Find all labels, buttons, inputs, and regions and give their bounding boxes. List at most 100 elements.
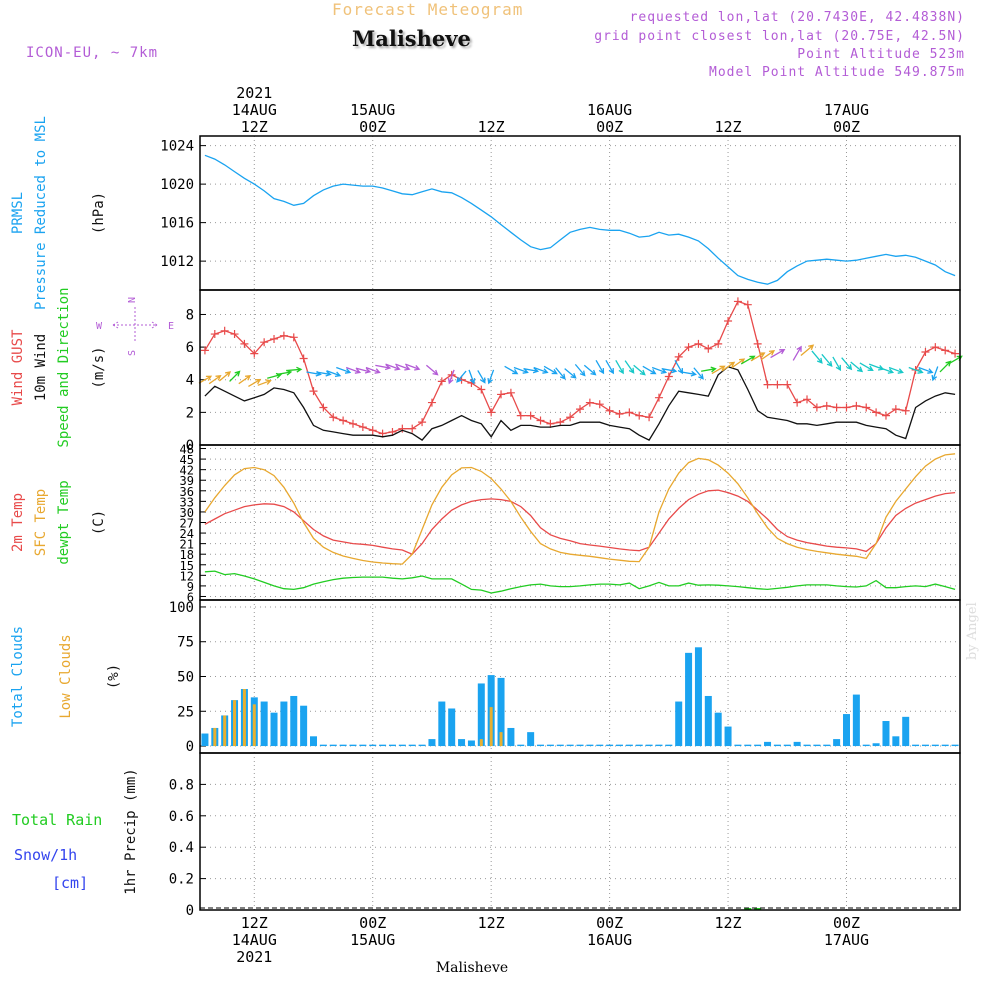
- panel-label: (%): [106, 664, 122, 689]
- wind-arrow: [721, 361, 736, 372]
- wind-arrow: [533, 366, 549, 374]
- wind-arrow: [229, 370, 241, 382]
- bottom-time-label: 12Z: [715, 914, 742, 932]
- panel-label: Wind GUST: [10, 329, 26, 405]
- bar-total-clouds: [714, 712, 722, 747]
- gust-marker: [812, 403, 821, 412]
- y-tick-label: 1024: [160, 139, 194, 155]
- panel-label: 2m Temp: [10, 493, 26, 552]
- top-time-label: 17AUG: [824, 101, 869, 119]
- wind-arrow: [918, 366, 934, 374]
- gust-marker: [743, 300, 752, 309]
- top-time-label: 12Z: [715, 118, 742, 136]
- bar-total-clouds: [655, 744, 663, 747]
- bar-low-clouds: [242, 689, 246, 747]
- gust-marker: [891, 405, 900, 414]
- series-line-2m-temp: [204, 489, 956, 555]
- panel-label: Speed and Direction: [56, 287, 72, 447]
- bar-total-clouds: [912, 744, 920, 747]
- bar-total-clouds: [773, 744, 781, 747]
- gust-marker: [358, 423, 367, 432]
- compass-rose: [112, 307, 158, 343]
- wind-arrow: [583, 364, 597, 376]
- bar-total-clouds: [734, 744, 742, 747]
- y-tick-label: 12: [180, 569, 194, 583]
- series-line-sfc-temp: [204, 453, 956, 565]
- wind-arrow: [841, 357, 853, 371]
- bar-total-clouds: [793, 741, 801, 747]
- y-tick-label: 24: [180, 527, 194, 541]
- wind-arrow: [405, 363, 421, 371]
- series-line-pressure: [204, 154, 956, 285]
- y-tick-label: 45: [180, 453, 194, 467]
- bar-total-clouds: [438, 701, 446, 747]
- y-tick-label: 1020: [160, 177, 194, 193]
- wind-arrow: [642, 365, 657, 375]
- bar-total-clouds: [517, 744, 525, 747]
- bar-total-clouds: [724, 726, 732, 747]
- wind-arrow: [792, 345, 802, 361]
- requested-coords: requested lon,lat (20.7430E, 42.4838N): [629, 10, 965, 25]
- bar-total-clouds: [635, 744, 643, 747]
- bar-total-clouds: [379, 744, 387, 747]
- panel-label: SFC Temp: [33, 489, 49, 556]
- panel-label: Total Clouds: [10, 626, 26, 727]
- bar-total-clouds: [329, 744, 337, 747]
- wind-arrow: [701, 366, 717, 373]
- bar-total-clouds: [310, 736, 318, 747]
- bar-total-clouds: [783, 744, 791, 747]
- bar-total-clouds: [586, 744, 594, 747]
- series-line-dewpt-temp: [204, 570, 956, 594]
- y-tick-label: 0.2: [169, 872, 194, 888]
- gust-marker: [487, 408, 496, 417]
- wind-arrow: [425, 364, 439, 376]
- wind-arrow: [523, 367, 540, 374]
- y-tick-label: 0: [186, 903, 194, 919]
- gust-marker: [694, 339, 703, 348]
- gust-marker: [615, 410, 624, 418]
- y-tick-label: 27: [180, 517, 194, 531]
- y-tick-label: 8: [186, 307, 194, 323]
- bottom-time-label: 14AUG: [232, 931, 277, 949]
- wind-arrow: [811, 350, 823, 364]
- bar-low-clouds: [252, 704, 256, 747]
- gust-marker: [477, 385, 486, 394]
- top-time-label: 14AUG: [232, 101, 277, 119]
- bar-total-clouds: [951, 744, 959, 747]
- y-tick-label: 2: [186, 405, 194, 421]
- gust-marker: [704, 344, 713, 353]
- bottom-time-label: 17AUG: [824, 931, 869, 949]
- bar-total-clouds: [497, 677, 505, 747]
- y-tick-label: 15: [180, 559, 194, 573]
- bar-total-clouds: [892, 736, 900, 747]
- wind-arrow: [248, 378, 262, 387]
- y-tick-label: 0: [186, 739, 194, 755]
- panel-label: (hPa): [91, 192, 107, 234]
- wind-arrow: [888, 366, 904, 374]
- wind-arrow: [859, 362, 874, 372]
- wind-arrow: [693, 367, 704, 380]
- forecast-title: Forecast Meteogram: [332, 0, 524, 19]
- top-time-label: 2021: [236, 84, 272, 102]
- bar-low-clouds: [479, 739, 483, 747]
- panel-clouds: [199, 599, 961, 754]
- bar-total-clouds: [842, 714, 850, 747]
- gust-marker: [901, 406, 910, 415]
- compass-north: N: [127, 297, 138, 303]
- series-line-wind-gust: [204, 300, 956, 435]
- gridpoint-coords: grid point closest lon,lat (20.75E, 42.5…: [594, 29, 965, 44]
- bar-low-clouds: [213, 727, 217, 747]
- bar-total-clouds: [527, 732, 535, 747]
- bar-total-clouds: [833, 739, 841, 747]
- wind-arrow: [355, 367, 372, 374]
- gust-marker: [250, 349, 259, 358]
- model-point-altitude: Model Point Altitude 549.875m: [709, 65, 965, 80]
- gust-marker: [260, 338, 269, 347]
- top-time-label: 15AUG: [350, 101, 395, 119]
- gust-marker: [220, 326, 229, 335]
- wind-arrow: [487, 369, 495, 385]
- bottom-time-label: 00Z: [359, 914, 386, 932]
- gust-marker: [832, 403, 841, 412]
- wind-arrow: [456, 370, 467, 383]
- wind-arrow: [218, 371, 232, 382]
